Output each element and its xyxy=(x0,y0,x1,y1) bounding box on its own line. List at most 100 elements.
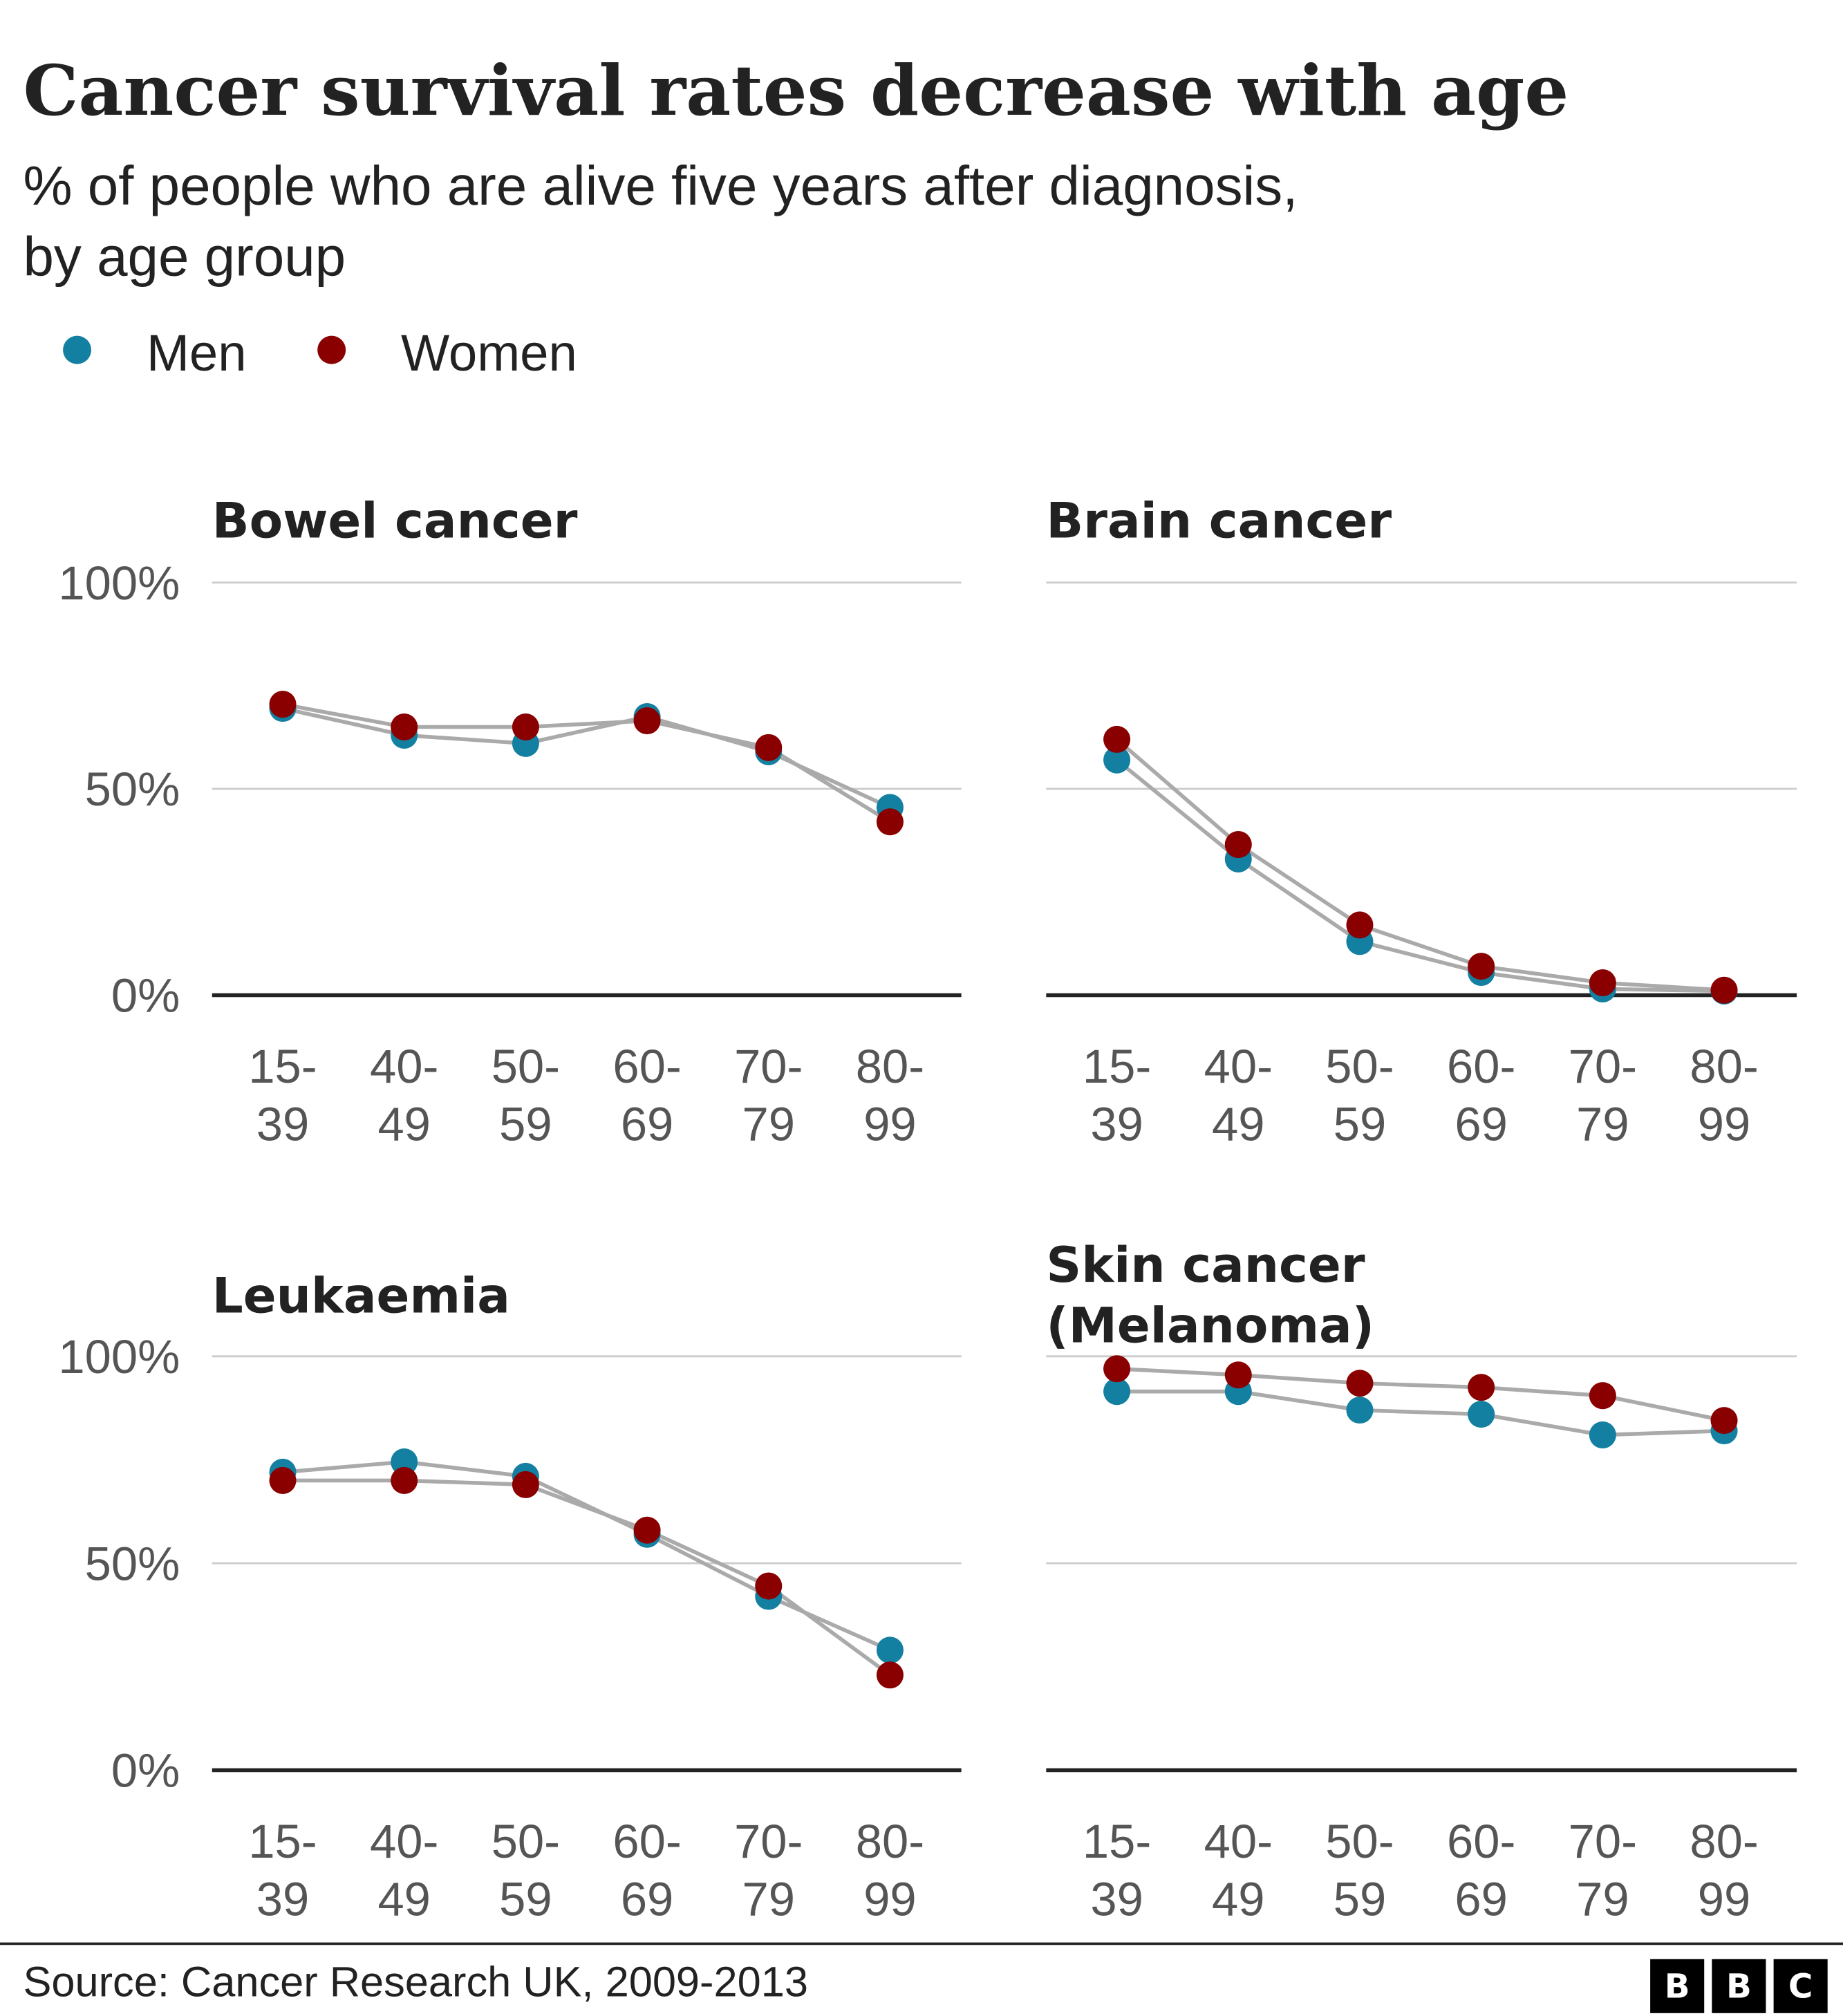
x-tick-label: 70- xyxy=(734,1815,803,1868)
x-tick-label: 40- xyxy=(370,1815,438,1868)
y-tick-label: 0% xyxy=(111,1744,180,1798)
x-tick-label: 60- xyxy=(612,1815,681,1868)
series-line-men xyxy=(282,1459,891,1652)
y-tick-label: 0% xyxy=(111,969,180,1023)
point-men xyxy=(1589,1421,1616,1449)
point-women xyxy=(1346,1370,1374,1397)
x-tick-label: 40- xyxy=(1204,1815,1273,1868)
x-tick-label: 39 xyxy=(1090,1873,1143,1926)
series-line-men xyxy=(1115,758,1725,993)
point-women xyxy=(1710,1407,1738,1435)
x-tick-label: 70- xyxy=(1569,1815,1637,1868)
point-women xyxy=(391,713,418,741)
x-tick-label: 40- xyxy=(370,1040,438,1093)
point-women xyxy=(512,1471,539,1498)
point-women xyxy=(1589,969,1616,997)
x-tick-label: 70- xyxy=(734,1040,803,1093)
x-tick-label: 69 xyxy=(1454,1873,1508,1926)
x-tick-label: 59 xyxy=(499,1097,552,1150)
x-tick-label: 15- xyxy=(1083,1815,1151,1868)
chart-subtitle-line2: by age group xyxy=(23,225,346,287)
point-women xyxy=(876,808,904,836)
point-women xyxy=(269,1466,297,1494)
x-tick-label: 80- xyxy=(856,1040,924,1093)
point-women xyxy=(1468,1374,1495,1401)
point-women xyxy=(755,734,783,761)
point-men xyxy=(1103,1378,1131,1406)
x-tick-label: 60- xyxy=(1447,1815,1515,1868)
point-women xyxy=(1710,976,1738,1004)
x-tick-label: 49 xyxy=(377,1873,431,1926)
x-tick-label: 39 xyxy=(256,1873,310,1926)
x-tick-label: 99 xyxy=(1698,1873,1751,1926)
point-women xyxy=(876,1661,904,1689)
panel-title: Leukaemia xyxy=(212,1267,510,1325)
x-tick-label: 80- xyxy=(856,1815,924,1868)
x-tick-label: 60- xyxy=(612,1040,681,1093)
y-tick-label: 100% xyxy=(58,557,180,610)
chart-subtitle-line1: % of people who are alive five years aft… xyxy=(23,155,1298,216)
series-line-men xyxy=(1116,1389,1725,1437)
point-women xyxy=(1589,1382,1616,1410)
legend-marker-women xyxy=(317,335,346,364)
point-men xyxy=(1346,1397,1374,1424)
x-tick-label: 40- xyxy=(1204,1040,1273,1093)
point-men xyxy=(1103,746,1131,774)
point-women xyxy=(755,1572,783,1600)
legend: Men Women xyxy=(63,324,577,382)
panel-title: (Melanoma) xyxy=(1046,1296,1374,1354)
point-women xyxy=(1103,725,1131,753)
panel-1: Brain cancer 15-39 40-49 50-59 60-69 70-79 80-… xyxy=(1046,492,1797,1150)
series-line-women xyxy=(282,702,891,824)
x-tick-label: 69 xyxy=(621,1097,674,1150)
x-tick-label: 15- xyxy=(1083,1040,1151,1093)
legend-label-men: Men xyxy=(147,324,247,382)
point-women xyxy=(269,691,297,718)
series-line-women xyxy=(1115,738,1725,993)
x-tick-label: 79 xyxy=(742,1873,796,1926)
panel-title: Bowel cancer xyxy=(212,492,578,550)
x-tick-label: 39 xyxy=(1090,1097,1143,1150)
svg-text:B: B xyxy=(1726,1968,1752,2006)
x-tick-label: 59 xyxy=(499,1873,552,1926)
point-women xyxy=(512,713,539,741)
x-tick-label: 70- xyxy=(1569,1040,1637,1093)
x-tick-label: 80- xyxy=(1690,1815,1758,1868)
point-women xyxy=(1103,1355,1131,1383)
x-tick-label: 79 xyxy=(742,1097,796,1150)
x-tick-label: 15- xyxy=(248,1040,317,1093)
chart-title: Cancer survival rates decrease with age xyxy=(23,50,1569,131)
series-line-women xyxy=(1116,1366,1725,1423)
x-tick-label: 39 xyxy=(256,1097,310,1150)
point-women xyxy=(1224,1361,1252,1389)
x-tick-label: 50- xyxy=(1325,1815,1394,1868)
x-tick-label: 50- xyxy=(492,1815,560,1868)
point-women xyxy=(1468,953,1495,980)
panel-title: Skin cancer xyxy=(1046,1236,1365,1294)
x-tick-label: 99 xyxy=(1698,1097,1751,1150)
bbc-logo: B B C xyxy=(1650,1959,1828,2013)
legend-marker-men xyxy=(63,335,91,364)
point-women xyxy=(1224,831,1252,859)
x-tick-label: 80- xyxy=(1690,1040,1758,1093)
svg-text:B: B xyxy=(1665,1968,1690,2006)
point-women xyxy=(1346,911,1374,939)
panel-0: Bowel cancer 0% 50% 100% 15-39 40-49 50-59 60-6… xyxy=(58,492,962,1150)
x-tick-label: 15- xyxy=(248,1815,317,1868)
x-tick-label: 50- xyxy=(492,1040,560,1093)
legend-label-women: Women xyxy=(401,324,577,382)
x-tick-label: 49 xyxy=(1212,1873,1265,1926)
point-women xyxy=(391,1466,418,1494)
y-tick-label: 100% xyxy=(58,1330,180,1383)
point-women xyxy=(633,707,661,735)
panel-2: Leukaemia 0% 50% 100% 15-39 40-49 50-59 60-69 70… xyxy=(58,1267,962,1926)
svg-text:C: C xyxy=(1788,1968,1813,2006)
x-tick-label: 69 xyxy=(1454,1097,1508,1150)
x-tick-label: 79 xyxy=(1576,1873,1629,1926)
panel-title: Brain cancer xyxy=(1046,492,1392,550)
x-tick-label: 50- xyxy=(1325,1040,1394,1093)
small-multiples: Bowel cancer0%50%100%15-3940-4950-5960-6… xyxy=(58,492,1797,1926)
x-tick-label: 79 xyxy=(1576,1097,1629,1150)
x-tick-label: 60- xyxy=(1447,1040,1515,1093)
